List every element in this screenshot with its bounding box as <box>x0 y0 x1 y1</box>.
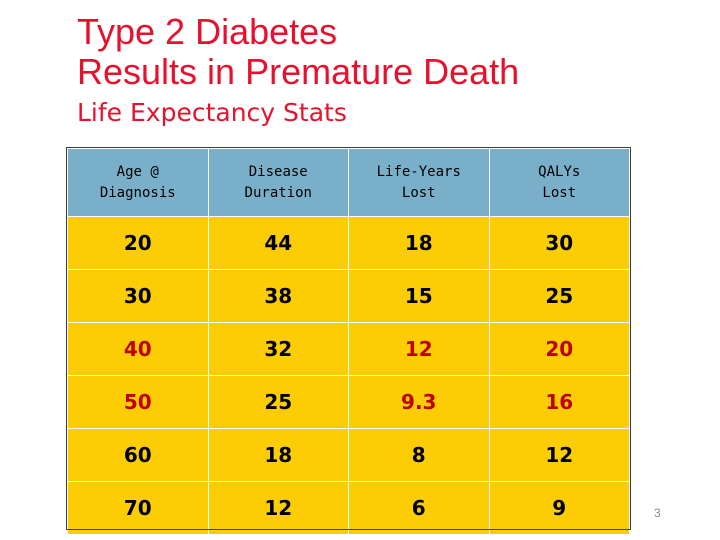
cell-life-years: 15 <box>348 269 490 323</box>
table-row: 50 25 9.3 16 <box>67 375 630 429</box>
table-row: 20 44 18 30 <box>67 216 630 270</box>
header-life-years-lost: Life-Years Lost <box>348 148 490 217</box>
title-line-2: Results in Premature Death <box>77 51 520 92</box>
cell-qalys: 16 <box>488 375 630 429</box>
header-qalys-lost: QALYs Lost <box>488 148 630 217</box>
cell-age: 30 <box>67 269 209 323</box>
page-number: 3 <box>654 506 661 520</box>
cell-duration: 38 <box>207 269 349 323</box>
cell-age: 50 <box>67 375 209 429</box>
life-expectancy-table: Age @ Diagnosis Disease Duration Life-Ye… <box>67 148 630 535</box>
cell-life-years: 9.3 <box>348 375 490 429</box>
cell-age: 20 <box>67 216 209 270</box>
cell-duration: 18 <box>207 428 349 482</box>
table-row: 40 32 12 20 <box>67 322 630 376</box>
cell-qalys: 20 <box>488 322 630 376</box>
table-row: 30 38 15 25 <box>67 269 630 323</box>
cell-duration: 25 <box>207 375 349 429</box>
cell-life-years: 8 <box>348 428 490 482</box>
slide-subtitle: Life Expectancy Stats <box>77 98 347 127</box>
cell-age: 70 <box>67 481 209 535</box>
cell-life-years: 6 <box>348 481 490 535</box>
cell-qalys: 9 <box>488 481 630 535</box>
header-disease-duration: Disease Duration <box>207 148 349 217</box>
table-row: 60 18 8 12 <box>67 428 630 482</box>
header-age-at-diagnosis: Age @ Diagnosis <box>67 148 209 217</box>
cell-life-years: 12 <box>348 322 490 376</box>
title-line-1: Type 2 Diabetes <box>77 11 338 52</box>
cell-qalys: 30 <box>488 216 630 270</box>
cell-qalys: 25 <box>488 269 630 323</box>
cell-qalys: 12 <box>488 428 630 482</box>
slide-title: Type 2 Diabetes Results in Premature Dea… <box>77 12 677 92</box>
cell-duration: 44 <box>207 216 349 270</box>
cell-life-years: 18 <box>348 216 490 270</box>
cell-age: 60 <box>67 428 209 482</box>
cell-duration: 32 <box>207 322 349 376</box>
table-row: 70 12 6 9 <box>67 481 630 535</box>
cell-age: 40 <box>67 322 209 376</box>
table-header-row: Age @ Diagnosis Disease Duration Life-Ye… <box>67 148 630 217</box>
cell-duration: 12 <box>207 481 349 535</box>
